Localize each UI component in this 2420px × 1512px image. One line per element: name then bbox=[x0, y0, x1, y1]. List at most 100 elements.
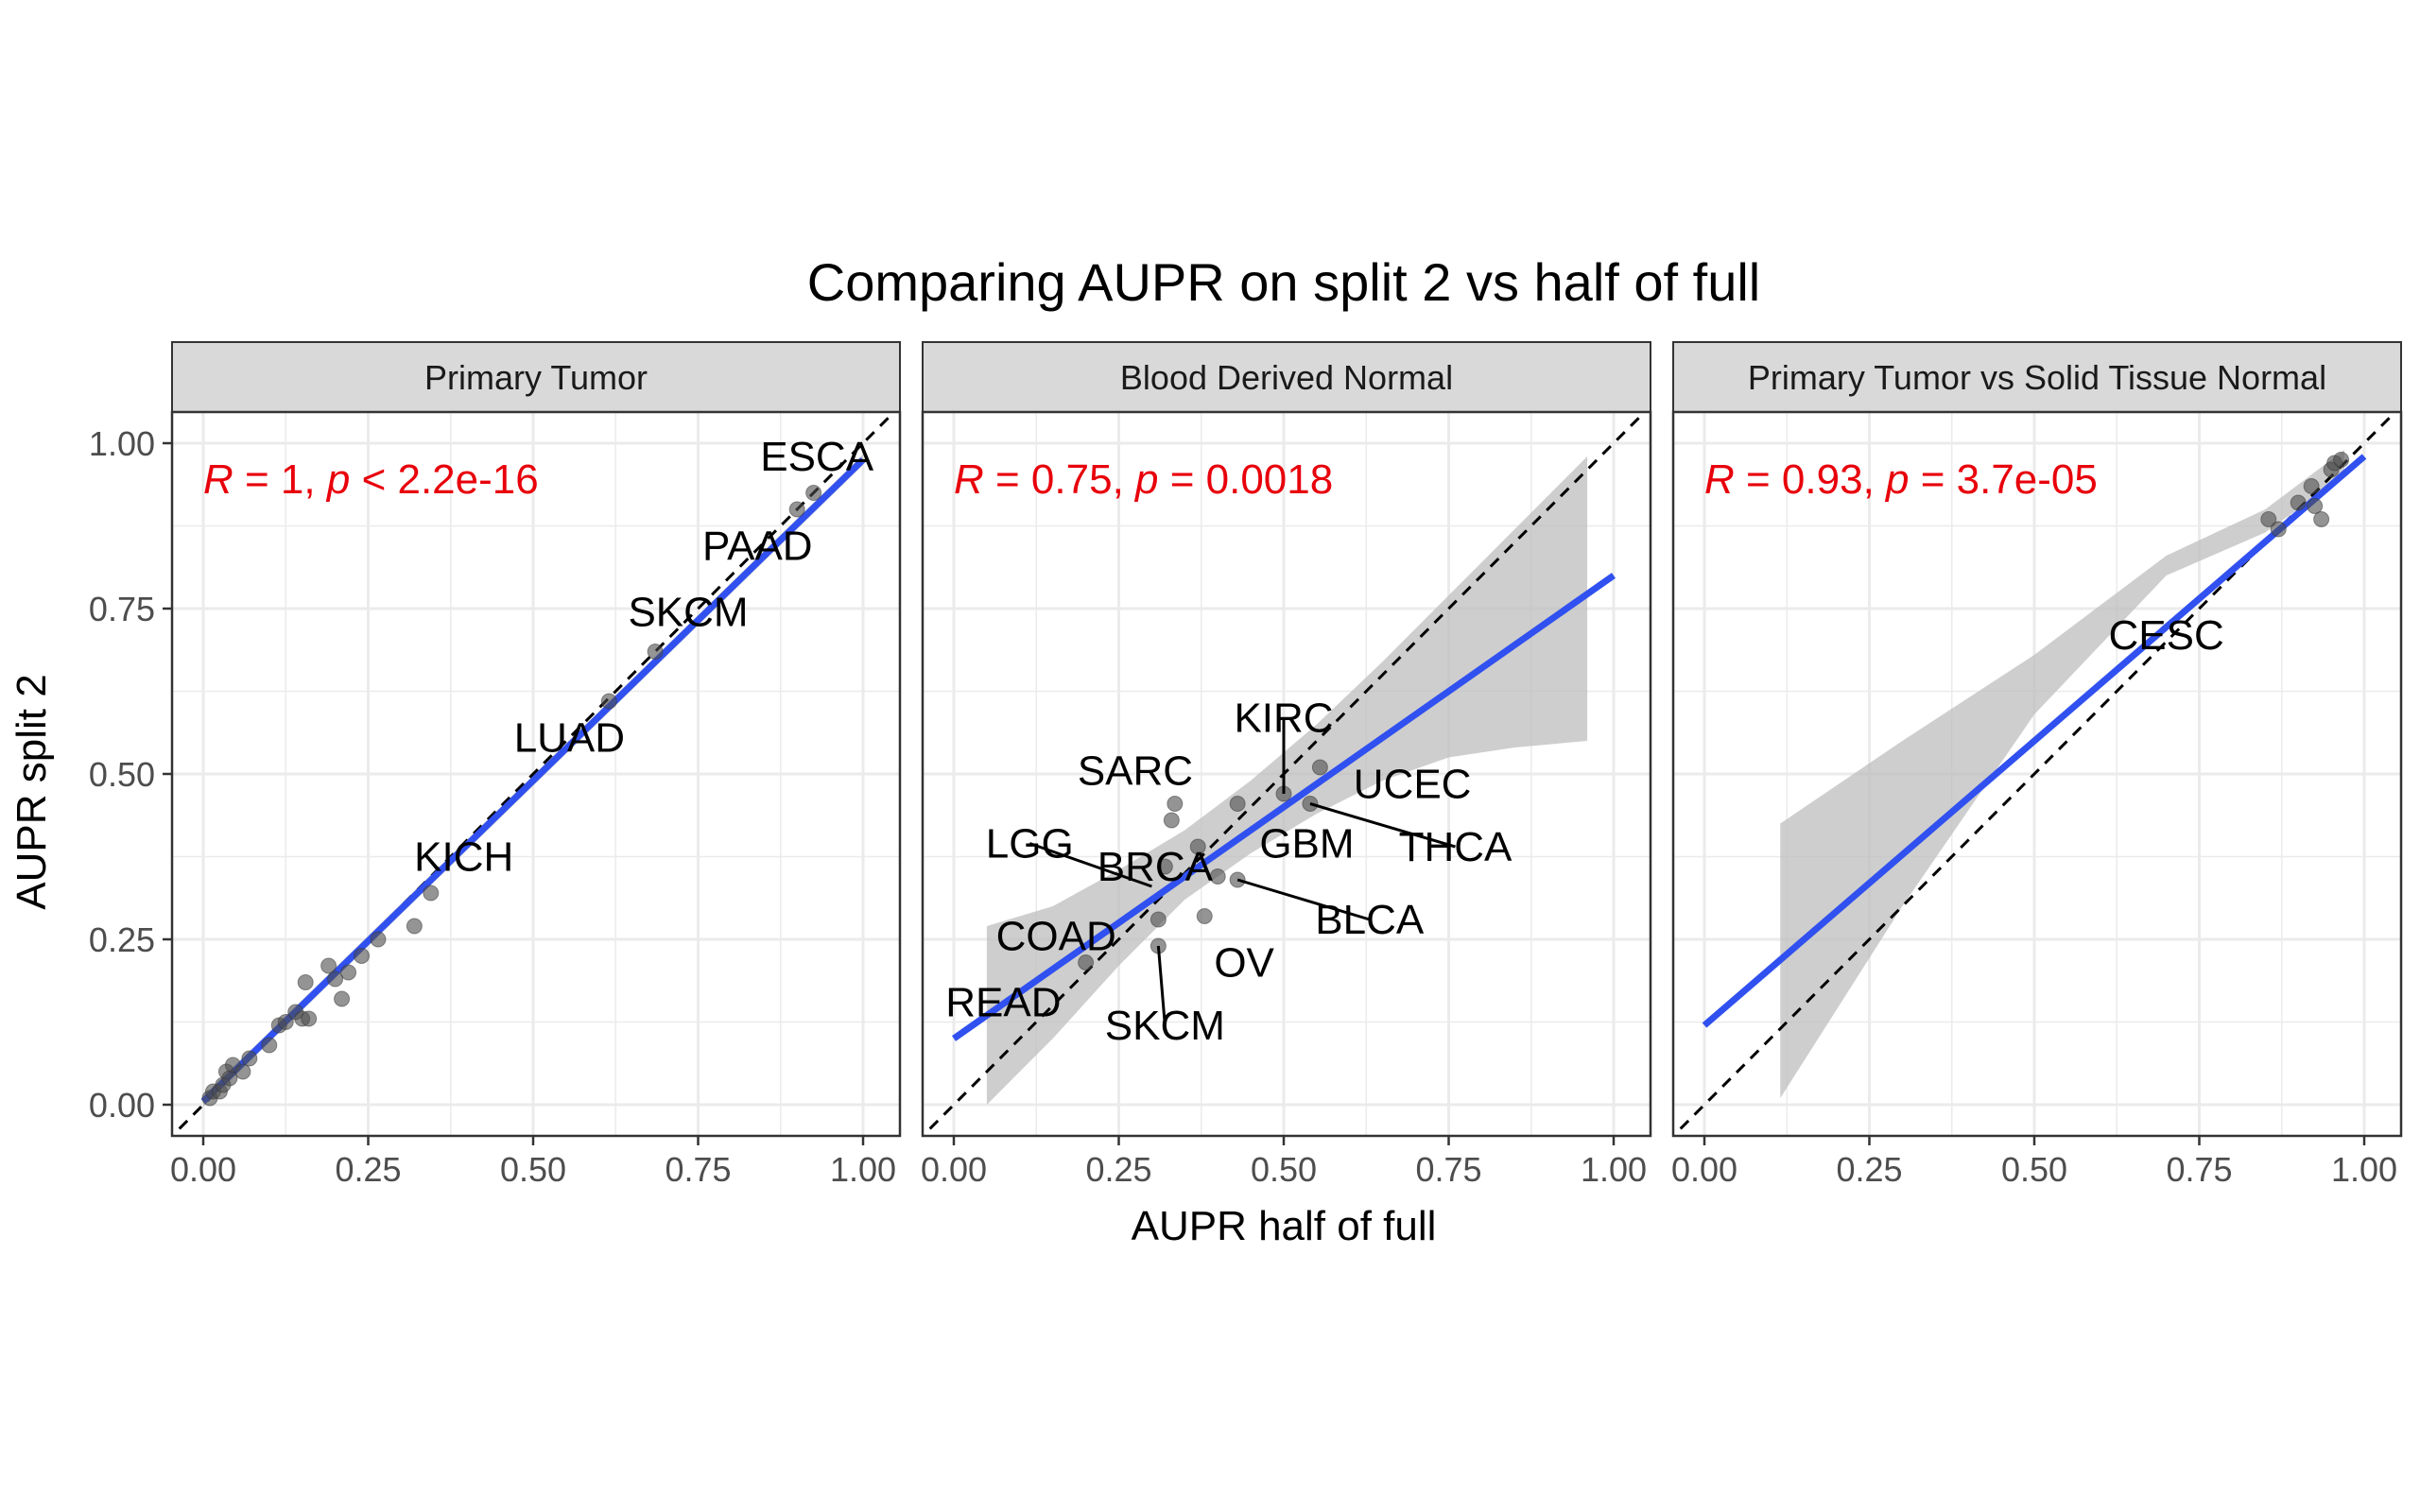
x-tick-label: 0.25 bbox=[1085, 1150, 1151, 1189]
point-label: BLCA bbox=[1315, 897, 1425, 943]
x-tick-label: 0.50 bbox=[1251, 1150, 1317, 1189]
data-point bbox=[301, 1010, 318, 1027]
point-label: ESCA bbox=[760, 434, 873, 480]
point-label: PAAD bbox=[702, 524, 813, 570]
y-axis-title: AUPR split 2 bbox=[9, 674, 55, 909]
point-label: SKCM bbox=[628, 590, 748, 636]
correlation-annotation: R = 1, p < 2.2e-16 bbox=[203, 456, 539, 503]
y-tick-label: 0.25 bbox=[89, 920, 155, 959]
data-point bbox=[788, 501, 805, 518]
facet-strip-label: Primary Tumor bbox=[424, 358, 648, 397]
x-tick-label: 0.75 bbox=[2166, 1150, 2232, 1189]
correlation-annotation: R = 0.75, p = 0.0018 bbox=[954, 456, 1333, 503]
x-axis-title: AUPR half of full bbox=[1132, 1203, 1437, 1249]
confidence-ribbon bbox=[1780, 450, 2345, 1098]
grid-lines bbox=[1673, 412, 2401, 1136]
correlation-annotation: R = 0.93, p = 3.7e-05 bbox=[1704, 456, 2098, 503]
x-tick-label: 0.25 bbox=[1836, 1150, 1902, 1189]
data-point bbox=[1209, 868, 1226, 885]
data-point bbox=[2307, 498, 2324, 514]
data-point bbox=[1196, 908, 1213, 924]
data-point bbox=[327, 971, 344, 988]
stat-p-label: p bbox=[1133, 456, 1158, 503]
point-label: SKCM bbox=[1105, 1003, 1225, 1049]
x-tick-label: 0.25 bbox=[335, 1150, 401, 1189]
stat-r-label: R bbox=[1704, 456, 1735, 503]
x-tick-label: 1.00 bbox=[1581, 1150, 1647, 1189]
facet-strip-label: Blood Derived Normal bbox=[1120, 358, 1453, 397]
stat-p-value: < 2.2e-16 bbox=[350, 456, 538, 503]
point-label: THCA bbox=[1399, 824, 1512, 870]
data-point bbox=[2333, 452, 2350, 468]
x-tick-label: 1.00 bbox=[2331, 1150, 2397, 1189]
data-point bbox=[1189, 838, 1206, 855]
label-leader-line bbox=[1156, 945, 1167, 1026]
label-leader-line bbox=[1309, 802, 1456, 849]
plot-area bbox=[923, 412, 1648, 1136]
data-point bbox=[2290, 494, 2307, 511]
data-point bbox=[277, 1014, 294, 1030]
facet-panel-3: Primary Tumor vs Solid Tissue Normal CESC… bbox=[1671, 341, 2403, 1189]
point-label: CESC bbox=[2108, 612, 2223, 659]
data-point bbox=[1150, 911, 1167, 928]
y-tick-label: 0.50 bbox=[89, 755, 155, 794]
point-label: KIRC bbox=[1234, 696, 1333, 742]
data-point bbox=[334, 990, 351, 1007]
data-point bbox=[241, 1050, 258, 1067]
point-label: LGG bbox=[986, 821, 1074, 868]
point-label: LUAD bbox=[514, 715, 625, 762]
point-label: UCEC bbox=[1354, 762, 1472, 808]
plot-area bbox=[1673, 412, 2398, 1136]
x-tick-label: 0.75 bbox=[1415, 1150, 1481, 1189]
grid-lines bbox=[172, 412, 900, 1136]
regression-line bbox=[951, 573, 1616, 1041]
x-tick-label: 0.00 bbox=[921, 1150, 987, 1189]
regression-line bbox=[200, 456, 866, 1105]
data-point bbox=[1167, 796, 1184, 812]
point-label: SARC bbox=[1078, 748, 1193, 795]
panel-border bbox=[1671, 410, 2403, 1138]
point-label: KICH bbox=[414, 834, 513, 881]
data-point bbox=[600, 693, 617, 710]
data-point bbox=[297, 974, 314, 990]
data-point bbox=[406, 918, 423, 935]
x-tick-label: 0.75 bbox=[665, 1150, 731, 1189]
label-leader-line bbox=[1236, 878, 1371, 921]
regression-line bbox=[1702, 454, 2367, 1028]
stat-p-value: = 0.0018 bbox=[1159, 456, 1334, 503]
y-tick-label: 1.00 bbox=[89, 424, 155, 463]
data-point bbox=[1163, 812, 1180, 829]
facet-panel-2: Blood Derived Normal KIRC SARC UCEC LGG BRCA G… bbox=[921, 341, 1652, 1189]
data-point bbox=[2260, 511, 2277, 527]
facet-strip-label: Primary Tumor vs Solid Tissue Normal bbox=[1748, 358, 2326, 397]
x-tick-label: 0.50 bbox=[500, 1150, 566, 1189]
x-tick-label: 0.00 bbox=[170, 1150, 236, 1189]
point-label: COAD bbox=[996, 914, 1116, 960]
x-tick-label: 1.00 bbox=[830, 1150, 896, 1189]
facet-panel-1: Primary Tumor ESCA PAAD SKCM LUAD KICH R = 1, … bbox=[89, 341, 902, 1189]
stat-p-value: = 3.7e-05 bbox=[1910, 456, 2098, 503]
data-point bbox=[320, 957, 337, 974]
x-tick-label: 0.50 bbox=[2001, 1150, 2067, 1189]
facet-strip bbox=[1672, 341, 2402, 413]
data-point bbox=[2303, 478, 2320, 494]
stat-r-value: = 1, bbox=[233, 456, 327, 503]
chart-title: Comparing AUPR on split 2 vs half of ful… bbox=[807, 252, 1760, 312]
data-point bbox=[1311, 759, 1328, 776]
y-tick-label: 0.75 bbox=[89, 590, 155, 628]
y-tick-label: 0.00 bbox=[89, 1086, 155, 1125]
data-point bbox=[1229, 796, 1246, 812]
data-point bbox=[370, 931, 387, 948]
point-label: OV bbox=[1214, 940, 1274, 987]
stat-r-value: = 0.93, bbox=[1735, 456, 1886, 503]
data-point bbox=[2313, 511, 2330, 527]
label-leader-line bbox=[1028, 842, 1152, 888]
data-point bbox=[261, 1037, 278, 1054]
data-point bbox=[354, 948, 371, 964]
stat-p-label: p bbox=[325, 456, 350, 503]
stat-r-label: R bbox=[203, 456, 233, 503]
point-label: BRCA bbox=[1098, 844, 1214, 890]
point-label: READ bbox=[945, 980, 1061, 1026]
data-point bbox=[340, 964, 357, 981]
facet-panels: Primary Tumor ESCA PAAD SKCM LUAD KICH R = 1, … bbox=[89, 341, 2403, 1189]
